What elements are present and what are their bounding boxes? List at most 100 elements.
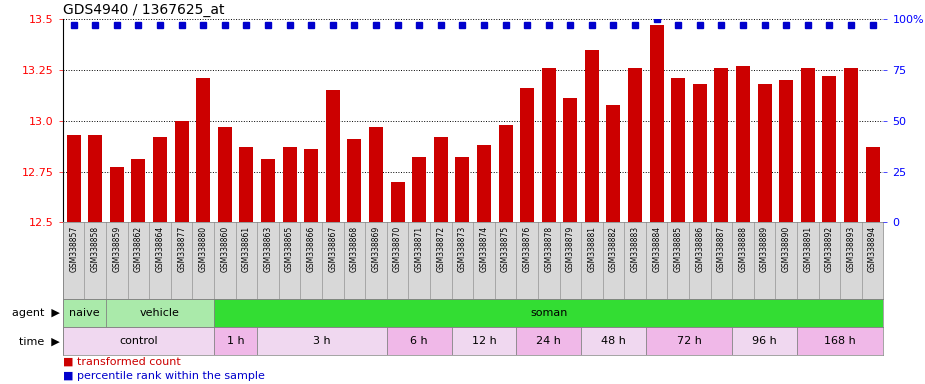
Bar <box>455 157 469 222</box>
Bar <box>585 50 598 222</box>
Bar <box>714 68 729 222</box>
Bar <box>733 327 797 355</box>
Text: GSM338891: GSM338891 <box>803 226 812 272</box>
Text: GSM338862: GSM338862 <box>134 226 143 272</box>
Bar <box>67 135 80 222</box>
Bar <box>175 121 189 222</box>
Text: 3 h: 3 h <box>314 336 331 346</box>
Bar <box>542 68 556 222</box>
Text: GSM338887: GSM338887 <box>717 226 726 272</box>
Bar <box>672 78 685 222</box>
Bar <box>63 299 106 327</box>
Text: GSM338877: GSM338877 <box>178 226 186 272</box>
Bar <box>387 327 451 355</box>
Text: GSM338890: GSM338890 <box>782 226 791 272</box>
Text: 6 h: 6 h <box>411 336 428 346</box>
Text: GSM338857: GSM338857 <box>69 226 79 272</box>
Bar <box>240 147 253 222</box>
Bar <box>348 139 362 222</box>
Bar <box>844 68 858 222</box>
Text: GSM338881: GSM338881 <box>587 226 597 272</box>
Text: GSM338865: GSM338865 <box>285 226 294 272</box>
Text: 48 h: 48 h <box>601 336 626 346</box>
Text: ■ percentile rank within the sample: ■ percentile rank within the sample <box>63 371 265 381</box>
Bar <box>110 167 124 222</box>
Text: GSM338883: GSM338883 <box>631 226 639 272</box>
Text: vehicle: vehicle <box>140 308 180 318</box>
Bar <box>304 149 318 222</box>
Bar <box>214 327 257 355</box>
Text: GSM338867: GSM338867 <box>328 226 338 272</box>
Bar <box>499 125 512 222</box>
Text: GSM338894: GSM338894 <box>868 226 877 272</box>
Bar <box>326 90 339 222</box>
Text: naive: naive <box>69 308 100 318</box>
Bar <box>261 159 275 222</box>
Text: GSM338878: GSM338878 <box>544 226 553 272</box>
Bar <box>581 327 646 355</box>
Text: GSM338884: GSM338884 <box>652 226 661 272</box>
Text: GSM338892: GSM338892 <box>825 226 834 272</box>
Text: GSM338863: GSM338863 <box>264 226 273 272</box>
Text: GSM338871: GSM338871 <box>414 226 424 272</box>
Text: 24 h: 24 h <box>536 336 561 346</box>
Text: ■ transformed count: ■ transformed count <box>63 357 180 367</box>
Bar <box>88 135 103 222</box>
Text: GSM338880: GSM338880 <box>199 226 208 272</box>
Bar <box>563 98 577 222</box>
Bar <box>413 157 426 222</box>
Bar <box>369 127 383 222</box>
Bar <box>758 84 771 222</box>
Text: 168 h: 168 h <box>824 336 856 346</box>
Text: 72 h: 72 h <box>676 336 701 346</box>
Text: GSM338872: GSM338872 <box>437 226 445 272</box>
Text: control: control <box>119 336 158 346</box>
Bar <box>797 327 883 355</box>
Bar <box>390 182 404 222</box>
Text: GSM338889: GSM338889 <box>760 226 769 272</box>
Text: 96 h: 96 h <box>752 336 777 346</box>
Bar <box>801 68 815 222</box>
Text: GSM338893: GSM338893 <box>846 226 856 272</box>
Text: GSM338868: GSM338868 <box>350 226 359 272</box>
Text: 1 h: 1 h <box>227 336 244 346</box>
Text: agent  ▶: agent ▶ <box>12 308 60 318</box>
Text: 12 h: 12 h <box>472 336 497 346</box>
Text: GSM338858: GSM338858 <box>91 226 100 272</box>
Bar <box>516 327 581 355</box>
Bar <box>520 88 534 222</box>
Text: GSM338875: GSM338875 <box>501 226 510 272</box>
Bar <box>693 84 707 222</box>
Text: GSM338861: GSM338861 <box>242 226 251 272</box>
Text: GSM338870: GSM338870 <box>393 226 402 272</box>
Bar <box>63 327 214 355</box>
Text: GSM338886: GSM338886 <box>696 226 704 272</box>
Bar <box>131 159 145 222</box>
Bar <box>451 327 516 355</box>
Text: GDS4940 / 1367625_at: GDS4940 / 1367625_at <box>63 3 225 17</box>
Bar <box>196 78 210 222</box>
Text: GSM338876: GSM338876 <box>523 226 532 272</box>
Text: GSM338869: GSM338869 <box>372 226 380 272</box>
Bar <box>628 68 642 222</box>
Text: GSM338879: GSM338879 <box>566 226 574 272</box>
Bar <box>434 137 448 222</box>
Text: GSM338885: GSM338885 <box>673 226 683 272</box>
Bar <box>257 327 387 355</box>
Text: GSM338882: GSM338882 <box>609 226 618 272</box>
Bar <box>736 66 750 222</box>
Bar <box>214 299 883 327</box>
Text: time  ▶: time ▶ <box>19 336 60 346</box>
Text: GSM338888: GSM338888 <box>738 226 747 272</box>
Bar <box>217 127 232 222</box>
Bar <box>153 137 167 222</box>
Bar <box>477 145 491 222</box>
Bar <box>866 147 880 222</box>
Bar <box>607 104 621 222</box>
Bar <box>106 299 214 327</box>
Bar <box>646 327 733 355</box>
Text: GSM338860: GSM338860 <box>220 226 229 272</box>
Bar <box>822 76 836 222</box>
Text: GSM338874: GSM338874 <box>479 226 488 272</box>
Bar <box>649 25 663 222</box>
